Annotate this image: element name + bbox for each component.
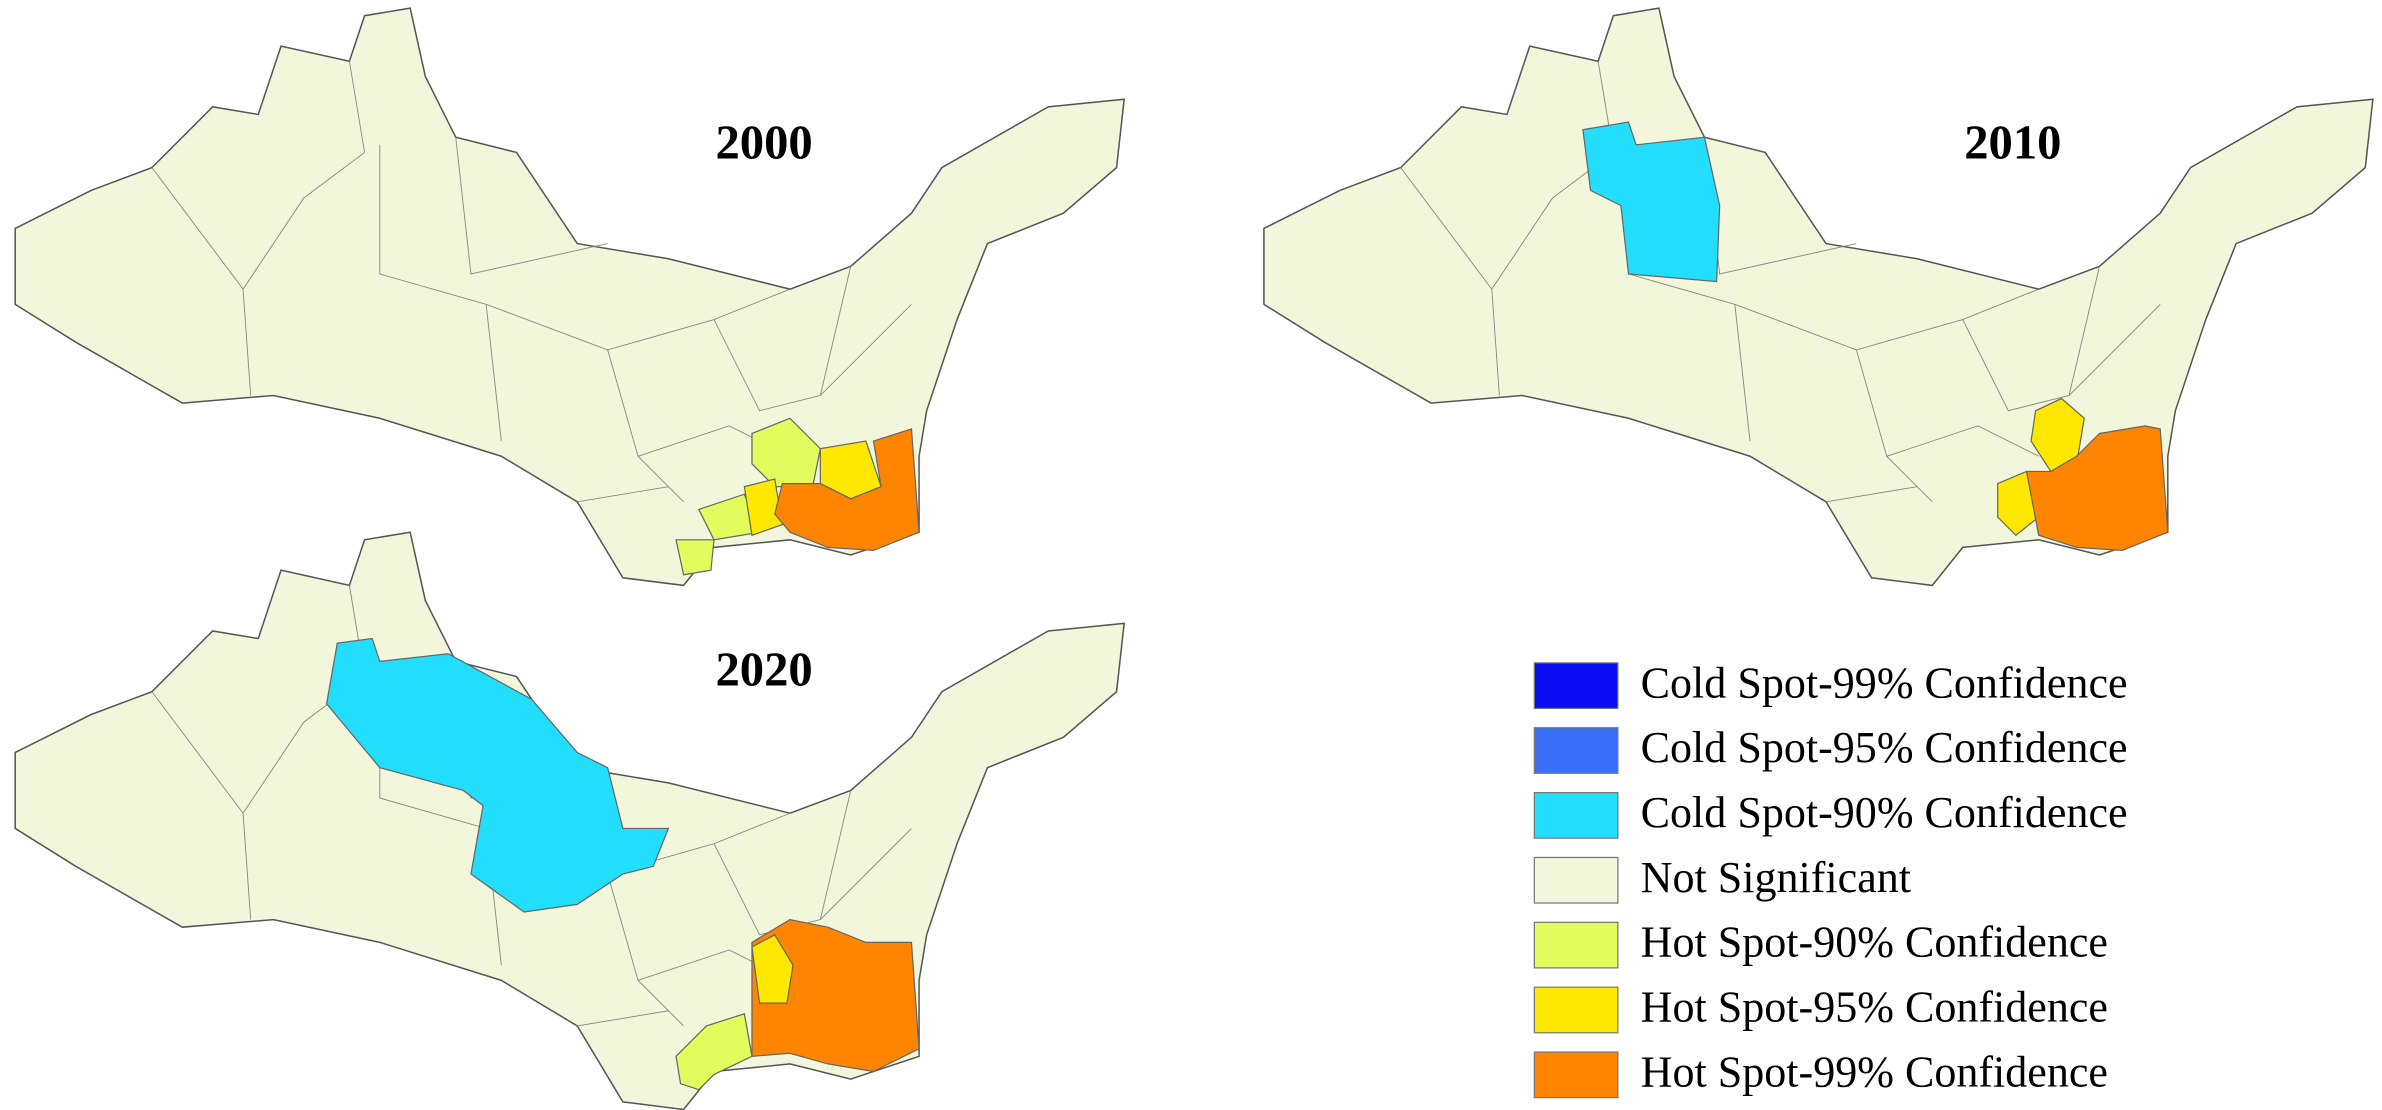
legend-swatch bbox=[1533, 856, 1619, 904]
legend-label: Cold Spot-95% Confidence bbox=[1641, 723, 2128, 772]
legend-swatch bbox=[1533, 921, 1619, 969]
region bbox=[675, 1012, 753, 1091]
panel-title: 2010 bbox=[1964, 116, 2061, 170]
legend-label: Hot Spot-99% Confidence bbox=[1641, 1047, 2108, 1096]
legend-swatch bbox=[1533, 986, 1619, 1034]
legend-label: Hot Spot-95% Confidence bbox=[1641, 983, 2108, 1032]
region bbox=[743, 478, 784, 537]
map-panel: 2010 bbox=[1263, 7, 2374, 587]
map-panel: 2000 bbox=[14, 7, 1125, 587]
legend-label: Cold Spot-90% Confidence bbox=[1641, 788, 2128, 837]
region bbox=[325, 637, 670, 913]
region bbox=[675, 539, 715, 576]
legend-swatch bbox=[1533, 1051, 1619, 1099]
panel-title: 2020 bbox=[716, 643, 813, 697]
panel-title: 2000 bbox=[716, 116, 813, 170]
region bbox=[14, 7, 1125, 587]
region bbox=[2025, 425, 2169, 552]
legend-swatch bbox=[1533, 727, 1619, 774]
legend-label: Hot Spot-90% Confidence bbox=[1641, 918, 2108, 967]
legend: Cold Spot-99% Confidence Cold Spot-95% Co… bbox=[1533, 658, 2128, 1099]
region bbox=[751, 933, 794, 1004]
region bbox=[1263, 7, 2374, 587]
legend-label: Not Significant bbox=[1641, 853, 1911, 902]
region bbox=[774, 428, 920, 552]
legend-label: Cold Spot-99% Confidence bbox=[1641, 658, 2128, 707]
region bbox=[751, 918, 920, 1073]
region bbox=[1582, 121, 1721, 283]
legend-swatch bbox=[1533, 791, 1619, 839]
map-panel: 2020 bbox=[14, 531, 1125, 1110]
legend-swatch bbox=[1533, 662, 1619, 710]
region bbox=[1997, 470, 2040, 537]
